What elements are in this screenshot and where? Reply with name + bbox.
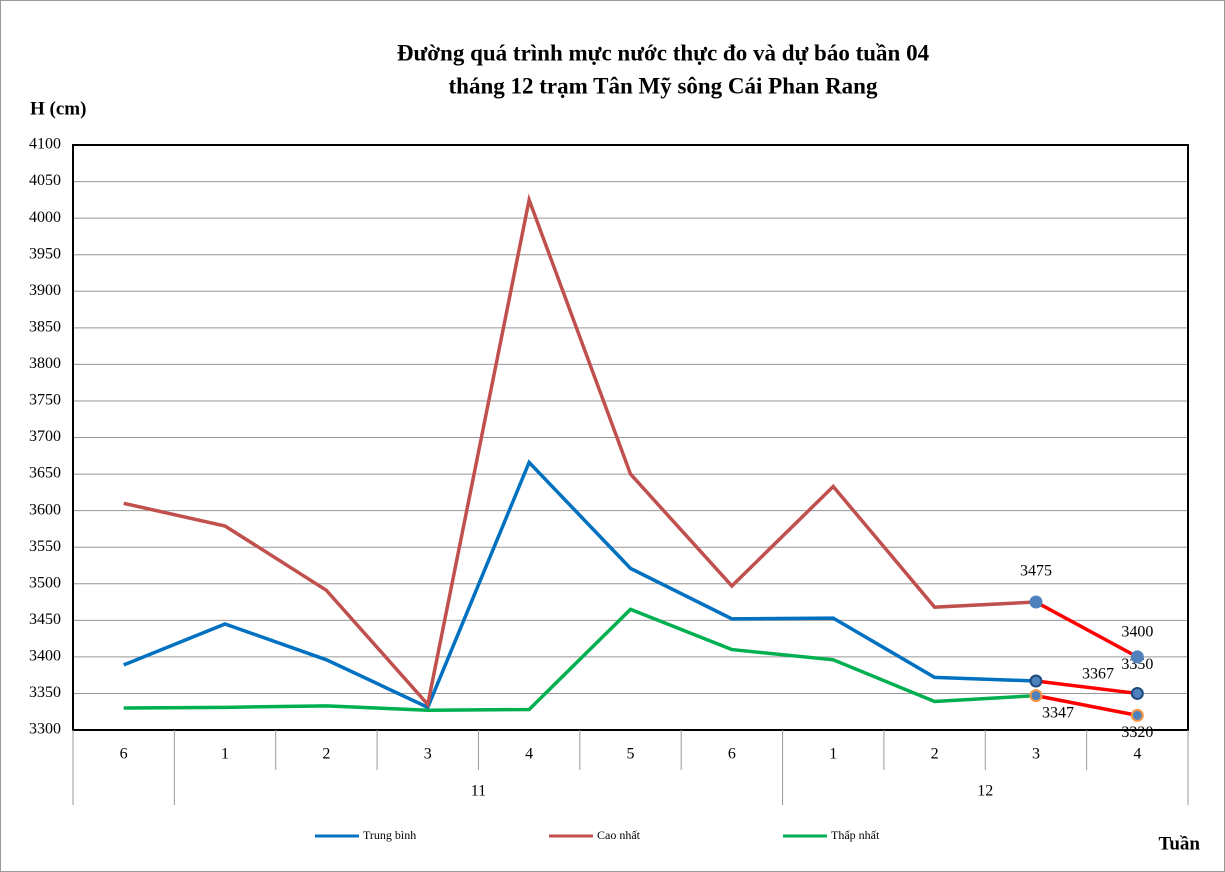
y-tick-label: 3450: [29, 611, 61, 628]
y-tick-label: 3850: [29, 318, 61, 335]
y-tick-label: 4000: [29, 209, 61, 226]
y-axis-label: H (cm): [30, 98, 86, 119]
x-axis-label: Tuần: [1158, 833, 1200, 854]
plot-border: [72, 144, 1189, 731]
y-tick-label: 3950: [29, 245, 61, 262]
y-tick-label: 3300: [29, 721, 61, 738]
y-tick-label: 4050: [29, 172, 61, 189]
data-label: 3400: [1121, 624, 1153, 641]
marker: [1130, 686, 1144, 700]
legend-label: Cao nhất: [597, 828, 641, 842]
y-tick-label: 3700: [29, 428, 61, 445]
x-tick-label: 5: [627, 746, 635, 763]
forecast-line: [1035, 679, 1138, 696]
x-tick-label: 4: [1133, 746, 1141, 763]
y-tick-label: 3650: [29, 465, 61, 482]
data-label: 3350: [1121, 656, 1153, 673]
x-tick-label: 4: [525, 746, 533, 763]
y-tick-label: 3900: [29, 282, 61, 299]
forecast-line: [1035, 693, 1138, 718]
marker: [1029, 689, 1043, 703]
x-tick-label: 2: [931, 746, 939, 763]
data-line: [123, 459, 1037, 710]
y-tick-label: 3800: [29, 355, 61, 372]
x-tick-label: 3: [424, 746, 432, 763]
data-label: 3475: [1020, 563, 1052, 580]
chart-title: tháng 12 trạm Tân Mỹ sông Cái Phan Rang: [449, 73, 878, 98]
marker: [1029, 674, 1043, 688]
y-tick-label: 3750: [29, 392, 61, 409]
legend-label: Trung bình: [363, 828, 416, 842]
data-label: 3367: [1082, 666, 1114, 683]
marker: [1130, 650, 1144, 664]
x-tick-label: 6: [728, 746, 736, 763]
x-tick-label: 3: [1032, 746, 1040, 763]
data-line: [123, 607, 1037, 713]
group-label: 12: [977, 783, 993, 800]
x-tick-label: 6: [120, 746, 128, 763]
y-tick-label: 3400: [29, 648, 61, 665]
group-label: 11: [471, 783, 486, 800]
x-tick-label: 1: [829, 746, 837, 763]
forecast-line: [1035, 600, 1139, 659]
data-label: 3347: [1042, 704, 1074, 721]
marker: [1029, 595, 1043, 609]
data-label: 3320: [1121, 724, 1153, 741]
data-line: [123, 193, 1037, 709]
y-tick-label: 4100: [29, 136, 61, 153]
y-tick-label: 3500: [29, 574, 61, 591]
legend-label: Thấp nhất: [831, 828, 880, 842]
chart-title: Đường quá trình mực nước thực đo và dự b…: [397, 40, 930, 65]
x-tick-label: 2: [322, 746, 330, 763]
y-tick-label: 3600: [29, 501, 61, 518]
y-tick-label: 3550: [29, 538, 61, 555]
marker: [1130, 708, 1144, 722]
y-tick-label: 3350: [29, 684, 61, 701]
x-tick-label: 1: [221, 746, 229, 763]
